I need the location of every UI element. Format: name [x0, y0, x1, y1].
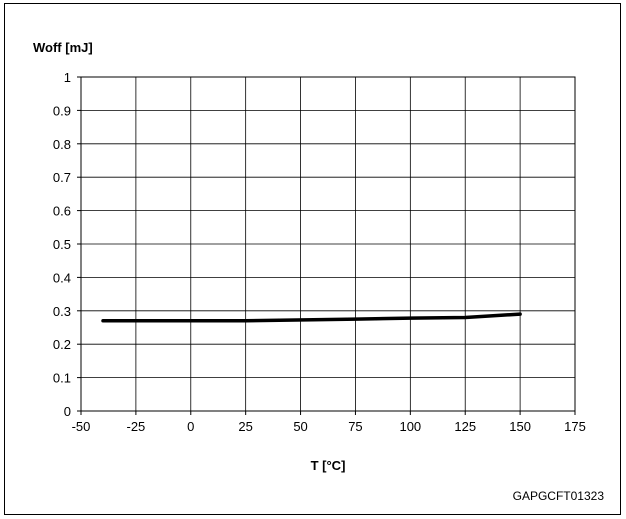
figure-code: GAPGCFT01323: [513, 489, 605, 503]
x-tick-label: -25: [126, 419, 145, 434]
y-tick-label: 0.1: [53, 371, 71, 386]
series-layer: [101, 312, 522, 323]
x-tick-label: 100: [399, 419, 421, 434]
x-tick-label: 125: [454, 419, 476, 434]
grid: [80, 76, 576, 412]
y-tick-label: 0.3: [53, 304, 71, 319]
y-tick-label: 0.8: [53, 137, 71, 152]
x-axis-title: T [°C]: [311, 458, 346, 473]
x-tick-label: 175: [564, 419, 586, 434]
x-tick-label: -50: [72, 419, 91, 434]
x-axis-tick-labels: -50 -25 0 25 50 75 100 125 150 175: [72, 411, 586, 434]
x-tick-label: 0: [187, 419, 194, 434]
y-tick-label: 0.6: [53, 204, 71, 219]
x-tick-label: 75: [348, 419, 362, 434]
y-axis-tick-labels: 0 0.1 0.2 0.3 0.4 0.5 0.6 0.7 0.8 0.9 1: [53, 70, 81, 419]
y-tick-label: 1: [64, 70, 71, 85]
y-tick-label: 0.2: [53, 337, 71, 352]
y-tick-label: 0.5: [53, 237, 71, 252]
y-tick-label: 0.9: [53, 103, 71, 118]
chart-frame: [4, 3, 621, 515]
y-axis-title: Woff [mJ]: [33, 40, 93, 55]
x-tick-label: 50: [293, 419, 307, 434]
series-line-0: [101, 312, 522, 323]
x-tick-label: 150: [509, 419, 531, 434]
y-tick-label: 0.4: [53, 270, 71, 285]
y-tick-label: 0.7: [53, 170, 71, 185]
y-tick-label: 0: [64, 404, 71, 419]
x-tick-label: 25: [238, 419, 252, 434]
